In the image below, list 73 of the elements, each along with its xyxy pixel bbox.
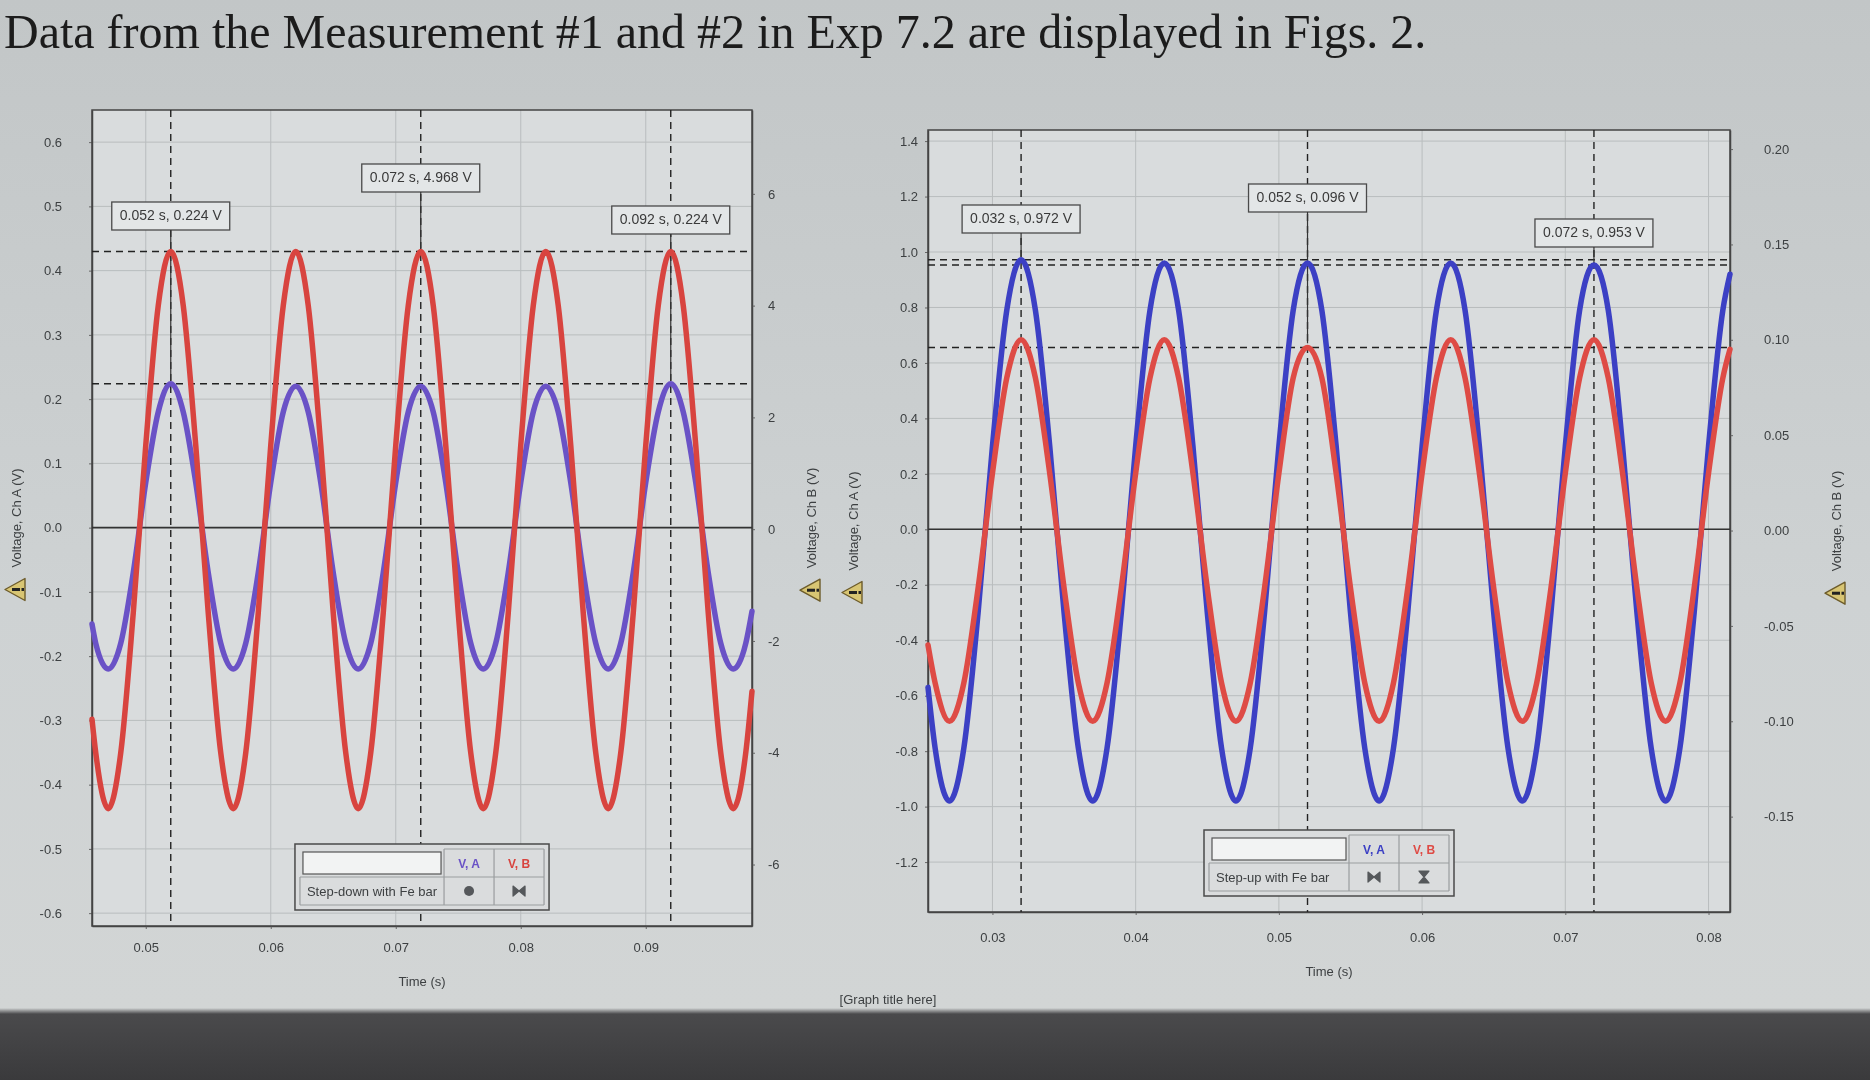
y2-tick-label: 2 [768,410,776,426]
y-tick-label: -0.4 [895,632,918,648]
y-tick-label: 0.2 [899,466,918,482]
y-tick-label: 0.3 [43,327,62,343]
y-tick-label: -1.2 [895,854,918,870]
y-tick-label: 1.2 [899,189,918,205]
x-tick-label: 0.05 [1266,930,1293,946]
x-tick-label: 0.06 [258,940,284,956]
y-tick-label: 0.2 [43,391,62,407]
y-tick-label: 0.6 [43,134,62,150]
x-tick-label: 0.07 [1553,930,1579,946]
x-tick-label: 0.09 [633,940,659,956]
y-tick-label: -0.4 [39,777,62,793]
y-tick-label: -0.1 [39,584,62,600]
text: V, B [1412,843,1436,857]
y2-tick-label: 0.20 [1764,141,1790,157]
y2-axis-title: Voltage, Ch B (V) [803,467,819,569]
y-axis-title: Voltage, Ch A (V) [8,468,24,568]
y2-tick-label: -0.05 [1764,618,1794,634]
x-tick-label: 0.05 [133,940,159,956]
text: V, B [507,857,531,871]
y-tick-label: 0.1 [43,456,62,472]
y-tick-label: -0.3 [39,713,62,729]
y2-axis-title: Voltage, Ch B (V) [1828,470,1844,572]
y-tick-label: 0.0 [899,521,918,537]
y-tick-label: 1.0 [899,244,918,260]
annotation: 0.052 s, 0.224 V [119,207,223,223]
y-tick-label: 0.0 [43,520,62,536]
y2-tick-label: -0.15 [1764,809,1794,825]
y2-tick-label: -6 [768,857,780,873]
text: V, A [458,857,481,871]
y2-tick-label: 6 [768,186,776,202]
y-tick-label: 0.5 [43,199,62,215]
legend-title: Step-down with Fe bar [306,884,438,899]
text: V, A [1363,843,1386,857]
chart-title: Data from the Measurement #1 and #2 in Exp 7.2 are displayed in Figs. 2. [4,5,1427,58]
y-tick-label: 0.8 [899,300,918,316]
y-axis-title: Voltage, Ch A (V) [845,471,861,571]
x-axis-title: Time (s) [398,974,446,989]
x-tick-label: 0.08 [1696,930,1722,946]
legend-title: Step-up with Fe bar [1216,870,1331,885]
x-tick-label: 0.04 [1123,930,1149,946]
y-tick-label: -0.5 [39,841,62,857]
y-tick-label: 0.6 [899,355,918,371]
x-axis-title: Time (s) [1305,964,1353,979]
y-tick-label: -0.6 [895,688,918,704]
y2-tick-label: 4 [768,298,776,314]
y2-tick-label: 0 [768,521,776,537]
y-tick-label: 0.4 [899,411,918,427]
annotation: 0.032 s, 0.972 V [970,210,1073,226]
y-tick-label: -0.2 [39,648,62,664]
y-tick-label: -0.6 [39,905,62,921]
y2-tick-label: 0.05 [1764,427,1790,443]
x-tick-label: 0.06 [1409,930,1436,946]
annotation: 0.072 s, 0.953 V [1542,224,1646,240]
annotation: 0.092 s, 0.224 V [619,211,723,227]
y2-tick-label: -4 [768,745,780,761]
y2-tick-label: 0.00 [1764,523,1790,539]
y2-tick-label: -2 [768,633,780,649]
x-tick-label: 0.03 [980,930,1006,946]
y-tick-label: -0.8 [895,743,918,759]
y-tick-label: -0.2 [895,577,918,593]
x-tick-label: 0.07 [383,940,409,956]
y2-tick-label: -0.10 [1764,713,1794,729]
annotation: 0.052 s, 0.096 V [1256,189,1360,205]
text: [Graph title here] [839,992,937,1007]
y2-tick-label: 0.15 [1764,237,1790,253]
x-tick-label: 0.08 [508,940,534,956]
annotation: 0.072 s, 4.968 V [369,169,473,185]
y-tick-label: 1.4 [899,133,918,149]
y2-tick-label: 0.10 [1764,332,1790,348]
y-tick-label: 0.4 [43,263,62,279]
y-tick-label: -1.0 [895,799,918,815]
